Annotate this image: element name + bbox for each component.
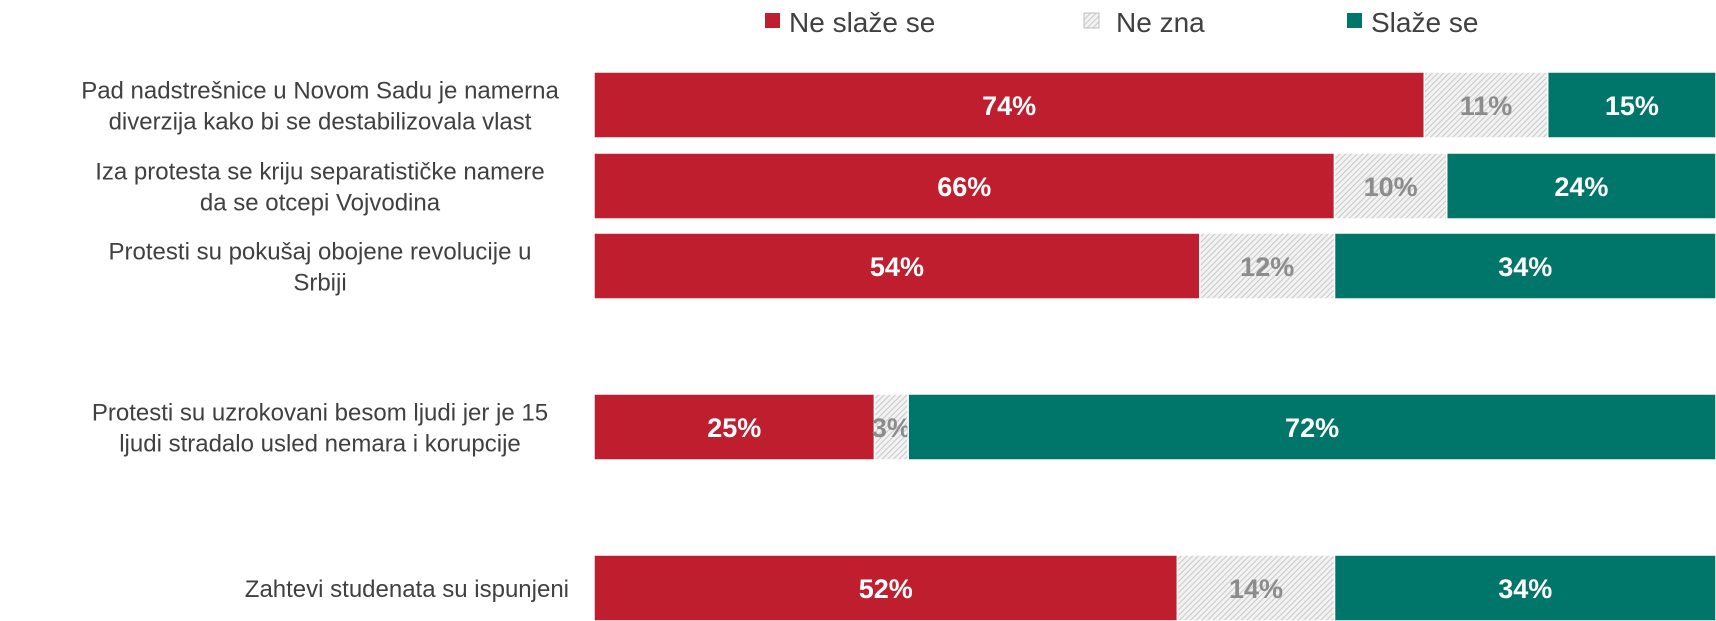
legend-swatch-ne-sla-e-se — [765, 13, 780, 28]
value-label-ne-sla-e-se-3: 54% — [870, 252, 924, 282]
bar-sla-e-se-1 — [1546, 71, 1716, 139]
category-label-1-line-2: diverzija kako bi se destabilizovala vla… — [109, 109, 532, 136]
value-label-ne-sla-e-se-1: 74% — [982, 91, 1036, 121]
value-label-ne-zna-5: 14% — [1229, 574, 1283, 604]
value-label-sla-e-se-2: 24% — [1554, 172, 1608, 202]
bar-ne-zna-5 — [1176, 554, 1336, 621]
bars-area: 74% 11% 15% 66% 10% 24% 54% 12% 34% 25% 3% 72% 52% 14… — [593, 71, 1716, 621]
bar-ne-sla-e-se-4 — [593, 393, 876, 461]
value-label-ne-zna-4: 3% — [872, 413, 911, 443]
value-label-sla-e-se-4: 72% — [1285, 413, 1339, 443]
bar-ne-zna-1 — [1423, 71, 1549, 139]
value-label-ne-sla-e-se-2: 66% — [937, 172, 991, 202]
value-label-ne-zna-1: 11% — [1460, 91, 1513, 121]
legend-label-ne-zna: Ne zna — [1116, 7, 1205, 38]
category-label-3-line-2: Srbiji — [293, 270, 346, 297]
category-label-4-line-1: Protesti su uzrokovani besom ljudi jer j… — [92, 400, 548, 427]
bar-sla-e-se-2 — [1445, 152, 1716, 220]
category-label-2-line-1: Iza protesta se kriju separatističke nam… — [95, 159, 545, 186]
value-label-ne-zna-3: 12% — [1240, 252, 1294, 282]
bar-ne-zna-3 — [1199, 232, 1336, 300]
chart-legend: Ne slaže se Ne zna Slaže se — [765, 7, 1478, 38]
value-label-sla-e-se-5: 34% — [1498, 574, 1552, 604]
bar-sla-e-se-5 — [1333, 554, 1716, 621]
value-label-ne-sla-e-se-4: 25% — [707, 413, 761, 443]
category-labels: Pad nadstrešnice u Novom Sadu je namerna… — [81, 78, 569, 604]
bar-ne-sla-e-se-2 — [593, 152, 1336, 220]
value-label-ne-zna-2: 10% — [1364, 172, 1418, 202]
bar-ne-sla-e-se-1 — [593, 71, 1426, 139]
category-label-2-line-2: da se otcepi Vojvodina — [200, 190, 441, 217]
value-label-sla-e-se-3: 34% — [1498, 252, 1552, 282]
value-label-sla-e-se-1: 15% — [1605, 91, 1659, 121]
bar-sla-e-se-4 — [907, 393, 1716, 461]
bar-ne-zna-2 — [1333, 152, 1448, 220]
bar-ne-zna-4 — [873, 393, 909, 461]
category-label-4-line-2: ljudi stradalo usled nemara i korupcije — [119, 431, 521, 458]
bar-ne-sla-e-se-5 — [593, 554, 1179, 621]
legend-label-ne-sla-e-se: Ne slaže se — [789, 7, 935, 38]
category-label-1-line-1: Pad nadstrešnice u Novom Sadu je namerna — [81, 78, 559, 105]
category-label-5-line-1: Zahtevi studenata su ispunjeni — [245, 576, 569, 603]
legend-swatch-ne-zna — [1083, 12, 1100, 29]
legend-swatch-sla-e-se — [1347, 13, 1362, 28]
legend-label-sla-e-se: Slaže se — [1371, 7, 1478, 38]
bar-ne-sla-e-se-3 — [593, 232, 1201, 300]
value-label-ne-sla-e-se-5: 52% — [859, 574, 913, 604]
bar-sla-e-se-3 — [1333, 232, 1716, 300]
category-label-3-line-1: Protesti su pokušaj obojene revolucije u — [109, 239, 532, 266]
